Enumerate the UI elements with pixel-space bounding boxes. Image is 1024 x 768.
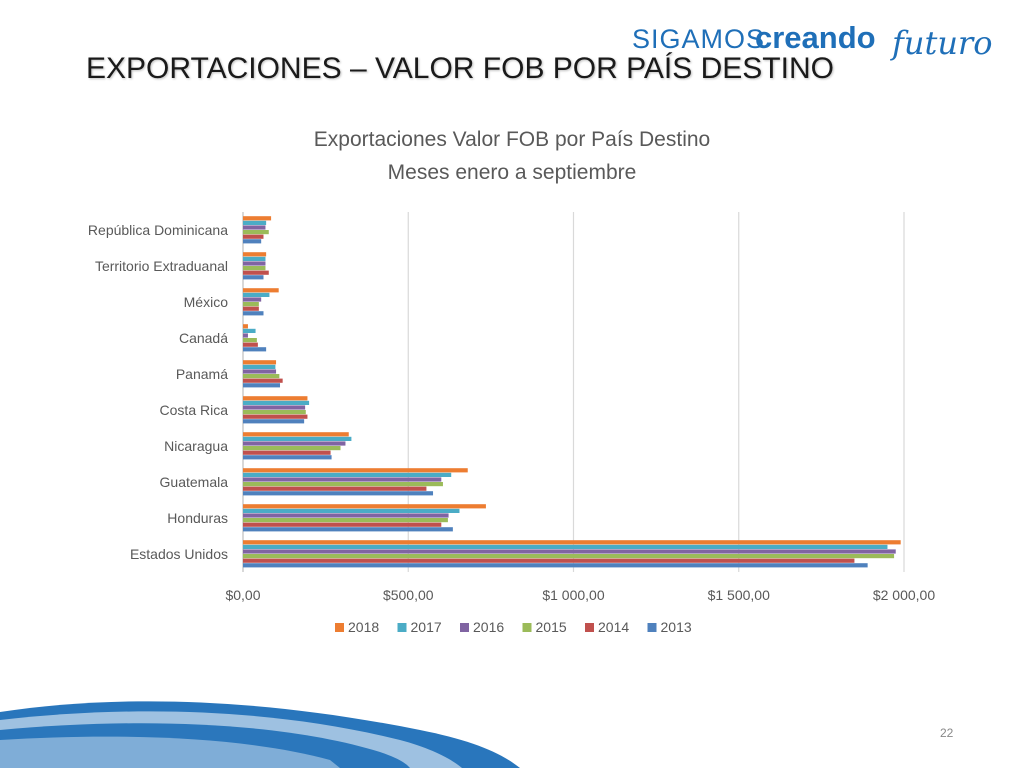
bar-2014 [243, 234, 264, 239]
legend-swatch-2016 [460, 623, 469, 632]
legend-label-2015: 2015 [536, 619, 567, 635]
category-label: República Dominicana [88, 222, 228, 238]
bar-2013 [243, 239, 262, 244]
bar-2017 [243, 472, 452, 477]
bar-2014 [243, 522, 442, 527]
category-label: Nicaragua [164, 438, 228, 454]
category-label: México [184, 294, 229, 310]
bar-2013 [243, 383, 281, 388]
bar-2016 [243, 261, 266, 266]
bar-2016 [243, 477, 442, 482]
bar-2014 [243, 414, 308, 419]
category-label: Territorio Extraduanal [95, 258, 228, 274]
x-tick-label: $2 000,00 [873, 587, 935, 603]
bar-2014 [243, 450, 331, 455]
bar-2018 [243, 504, 486, 509]
bar-2013 [243, 563, 868, 568]
legend-label-2017: 2017 [411, 619, 442, 635]
bar-2015 [243, 446, 341, 451]
chart-title: Exportaciones Valor FOB por País Destino [314, 128, 710, 151]
bar-2014 [243, 342, 258, 347]
bar-2014 [243, 270, 269, 275]
bar-2014 [243, 378, 283, 383]
bar-2013 [243, 311, 264, 316]
legend-swatch-2013 [647, 623, 657, 632]
logo-text-sigamos: SIGAMOS [632, 24, 765, 54]
bar-2015 [243, 266, 266, 271]
bar-2015 [243, 374, 280, 379]
legend-label-2014: 2014 [598, 619, 629, 635]
bar-2013 [243, 275, 264, 280]
bar-2015 [243, 410, 306, 415]
legend-label-2018: 2018 [348, 619, 379, 635]
bar-2017 [243, 220, 267, 225]
bar-2016 [243, 513, 449, 518]
bar-2018 [243, 252, 267, 257]
legend-swatch-2018 [335, 623, 344, 632]
bar-2014 [243, 306, 259, 311]
bar-2017 [243, 544, 888, 549]
bar-2018 [243, 360, 277, 365]
bar-2013 [243, 419, 305, 424]
bar-2018 [243, 216, 272, 221]
bar-2018 [243, 324, 248, 329]
sigamos-creando-futuro-logo: SIGAMOS creando futuro [632, 20, 992, 62]
legend-swatch-2015 [522, 623, 532, 632]
legend-label-2016: 2016 [473, 619, 504, 635]
bar-2016 [243, 225, 266, 230]
bar-chart: Exportaciones Valor FOB por País Destino… [88, 128, 935, 635]
bar-2014 [243, 558, 855, 563]
bar-2015 [243, 482, 443, 487]
bar-2017 [243, 292, 270, 297]
bar-2016 [243, 297, 262, 302]
category-label: Panamá [176, 366, 228, 382]
page-number: 22 [940, 726, 954, 740]
bar-2013 [243, 347, 267, 352]
bar-2016 [243, 369, 277, 374]
bar-2017 [243, 400, 310, 405]
logo-text-creando: creando [755, 20, 876, 55]
bar-2015 [243, 338, 257, 343]
category-label: Guatemala [160, 474, 229, 490]
category-label: Honduras [167, 510, 228, 526]
bar-2017 [243, 508, 460, 513]
x-tick-label: $1 500,00 [708, 587, 770, 603]
bar-2018 [243, 396, 308, 401]
bar-2015 [243, 518, 448, 523]
bar-2018 [243, 540, 901, 545]
x-tick-label: $0,00 [225, 587, 260, 603]
bar-2015 [243, 230, 269, 235]
bar-2018 [243, 288, 279, 293]
bar-2017 [243, 328, 256, 333]
bar-2016 [243, 405, 306, 410]
bar-2013 [243, 455, 332, 460]
bar-2016 [243, 549, 896, 554]
bar-2018 [243, 468, 468, 473]
x-tick-label: $500,00 [383, 587, 434, 603]
legend-swatch-2017 [397, 623, 407, 632]
legend-swatch-2014 [585, 623, 594, 632]
bar-2015 [243, 554, 895, 559]
bar-2018 [243, 432, 349, 437]
chart-subtitle: Meses enero a septiembre [388, 161, 637, 184]
legend-label-2013: 2013 [661, 619, 692, 635]
slide-title: EXPORTACIONES – VALOR FOB POR PAÍS DESTI… [86, 52, 834, 85]
bar-2013 [243, 527, 453, 532]
category-label: Estados Unidos [130, 546, 228, 562]
bar-2015 [243, 302, 259, 307]
bar-2017 [243, 364, 276, 369]
bar-2016 [243, 333, 248, 338]
category-label: Costa Rica [160, 402, 229, 418]
bar-2014 [243, 486, 427, 491]
logo-text-futuro: futuro [890, 24, 992, 62]
decorative-wave [0, 701, 520, 768]
bar-2016 [243, 441, 346, 446]
category-label: Canadá [179, 330, 228, 346]
bar-2017 [243, 256, 266, 261]
bar-2013 [243, 491, 434, 496]
bar-2017 [243, 436, 352, 441]
x-tick-label: $1 000,00 [542, 587, 604, 603]
